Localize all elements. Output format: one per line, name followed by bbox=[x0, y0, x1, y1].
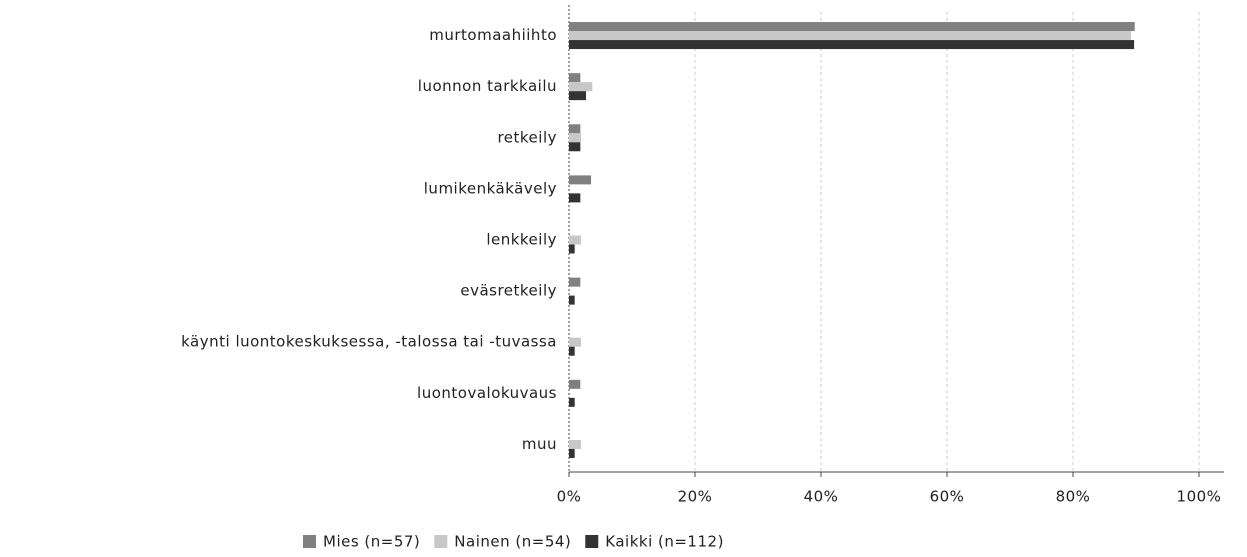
bar bbox=[569, 31, 1131, 41]
y-tick-label: lumikenkäkävely bbox=[424, 179, 557, 197]
x-tick-label: 40% bbox=[804, 488, 839, 506]
x-tick-label: 60% bbox=[930, 488, 965, 506]
y-tick-label: eväsretkeily bbox=[460, 282, 557, 300]
bar bbox=[569, 91, 587, 101]
y-tick-label: käynti luontokeskuksessa, -talossa tai -… bbox=[181, 333, 557, 351]
bar bbox=[569, 124, 581, 134]
bar bbox=[569, 40, 1135, 50]
bar bbox=[569, 82, 593, 92]
bar bbox=[569, 193, 581, 203]
y-tick-label: murtomaahiihto bbox=[429, 26, 557, 44]
x-tick-label: 100% bbox=[1177, 488, 1222, 506]
legend-swatch bbox=[434, 535, 448, 548]
x-tick-label: 20% bbox=[678, 488, 713, 506]
bar bbox=[569, 379, 581, 389]
bar bbox=[569, 337, 581, 347]
legend-swatch bbox=[303, 535, 316, 548]
bar bbox=[569, 295, 575, 305]
bar bbox=[569, 142, 581, 152]
bar bbox=[569, 346, 575, 356]
bar bbox=[569, 448, 575, 458]
y-tick-label: lenkkeily bbox=[486, 231, 557, 249]
legend-label: Kaikki (n=112) bbox=[605, 533, 724, 551]
bar bbox=[569, 277, 581, 287]
legend-swatch bbox=[585, 535, 599, 548]
legend-label: Mies (n=57) bbox=[323, 533, 420, 551]
bar bbox=[569, 439, 581, 449]
bar bbox=[569, 397, 575, 407]
x-tick-label: 80% bbox=[1056, 488, 1091, 506]
bar bbox=[569, 22, 1135, 32]
bar bbox=[569, 133, 581, 143]
bar bbox=[569, 244, 575, 254]
legend-label: Nainen (n=54) bbox=[454, 533, 571, 551]
bar bbox=[569, 235, 581, 245]
y-tick-label: muu bbox=[522, 435, 557, 453]
bar bbox=[569, 175, 592, 185]
bar bbox=[569, 73, 581, 83]
y-tick-label: luontovalokuvaus bbox=[417, 384, 557, 402]
y-tick-label: luonnon tarkkailu bbox=[418, 77, 557, 95]
y-tick-label: retkeily bbox=[497, 128, 557, 146]
x-tick-label: 0% bbox=[557, 488, 582, 506]
